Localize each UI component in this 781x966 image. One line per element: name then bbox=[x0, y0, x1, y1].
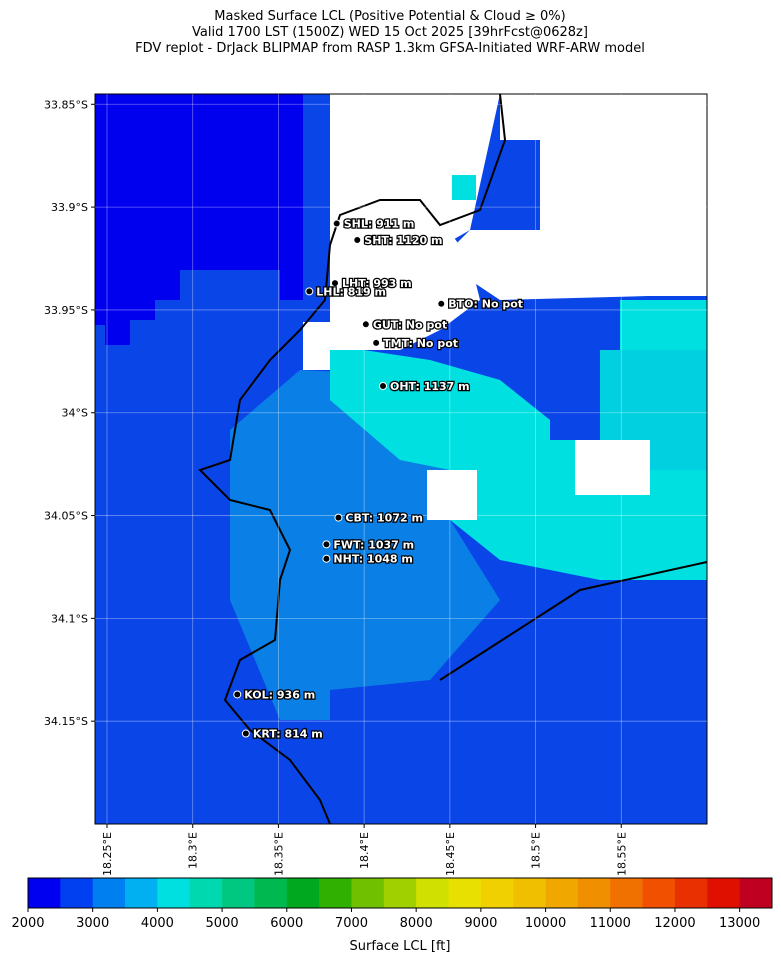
colorbar-segment bbox=[351, 878, 385, 908]
colorbar-tick-label: 7000 bbox=[335, 916, 368, 931]
colorbar-tick-label: 3000 bbox=[76, 916, 109, 931]
station-label: TMT: No pot bbox=[383, 337, 458, 350]
colorbar-segment bbox=[60, 878, 94, 908]
colorbar-segment bbox=[674, 878, 708, 908]
y-tick-label: 34.1°S bbox=[51, 612, 88, 625]
station bbox=[379, 382, 387, 390]
colorbar-segment bbox=[189, 878, 223, 908]
colorbar-tick-label: 9000 bbox=[464, 916, 497, 931]
colorbar-segment bbox=[28, 878, 61, 908]
colorbar-tick-label: 12000 bbox=[654, 916, 695, 931]
colorbar-tick-label: 2000 bbox=[11, 916, 44, 931]
colorbar-segment bbox=[513, 878, 547, 908]
colorbar-segment bbox=[286, 878, 320, 908]
colorbar-segment bbox=[448, 878, 482, 908]
station-label: LHT: 993 m bbox=[342, 277, 412, 290]
colorbar-tick-label: 6000 bbox=[270, 916, 303, 931]
x-tick-label: 18.35°E bbox=[272, 832, 285, 876]
colorbar-frame bbox=[27, 877, 773, 909]
colorbar-tick-label: 4000 bbox=[141, 916, 174, 931]
x-tick-label: 18.45°E bbox=[444, 832, 457, 876]
station bbox=[241, 729, 250, 738]
station-label: GUT: No pot bbox=[373, 318, 447, 331]
colorbar-segment bbox=[319, 878, 352, 908]
colorbar-tick-label: 13000 bbox=[719, 916, 760, 931]
colorbar-segment bbox=[545, 878, 579, 908]
x-tick-label: 18.5°E bbox=[530, 832, 543, 869]
station-label: KOL: 936 m bbox=[244, 688, 315, 701]
station-label: SHL: 911 m bbox=[344, 218, 415, 231]
station-label: NHT: 1048 m bbox=[333, 553, 412, 566]
colorbar-tick-label: 11000 bbox=[590, 916, 631, 931]
station-label: CBT: 1072 m bbox=[345, 512, 423, 525]
title-line: FDV replot - DrJack BLIPMAP from RASP 1.… bbox=[135, 41, 645, 56]
station bbox=[353, 236, 362, 244]
map-field bbox=[95, 94, 707, 824]
y-tick-label: 34.05°S bbox=[44, 510, 88, 523]
title-line: Masked Surface LCL (Positive Potential &… bbox=[214, 9, 565, 24]
station bbox=[233, 690, 242, 699]
colorbar-segment bbox=[222, 878, 255, 908]
y-tick-label: 33.9°S bbox=[51, 201, 88, 214]
colorbar-segment bbox=[125, 878, 158, 908]
station-label: LHL: 819 m bbox=[316, 285, 386, 298]
station bbox=[372, 338, 381, 347]
colorbar-tick-label: 8000 bbox=[400, 916, 433, 931]
colorbar-segment bbox=[739, 878, 773, 908]
x-tick-label: 18.25°E bbox=[101, 832, 114, 876]
station bbox=[305, 287, 314, 296]
station bbox=[322, 540, 331, 549]
colorbar-segment bbox=[610, 878, 644, 908]
station bbox=[361, 320, 370, 329]
station bbox=[322, 554, 331, 563]
colorbar-segment bbox=[577, 878, 611, 908]
colorbar-tick-label: 5000 bbox=[206, 916, 239, 931]
station bbox=[332, 219, 341, 228]
y-tick-label: 34.15°S bbox=[44, 715, 88, 728]
y-tick-label: 34°S bbox=[62, 407, 88, 420]
colorbar-segment bbox=[416, 878, 450, 908]
colorbar-segment bbox=[480, 878, 514, 908]
station-label: OHT: 1137 m bbox=[390, 380, 470, 393]
colorbar-tick-label: 10000 bbox=[525, 916, 566, 931]
station bbox=[331, 279, 339, 288]
map-frame bbox=[94, 93, 708, 825]
y-tick-label: 33.95°S bbox=[44, 304, 88, 317]
colorbar-segment bbox=[157, 878, 191, 908]
colorbar-segment bbox=[92, 878, 126, 908]
colorbar-segment bbox=[383, 878, 417, 908]
x-tick-label: 18.3°E bbox=[187, 832, 200, 869]
station-label: BTO: No pot bbox=[448, 298, 523, 311]
station bbox=[437, 299, 446, 308]
y-tick-label: 33.85°S bbox=[44, 98, 88, 111]
x-tick-label: 18.55°E bbox=[615, 832, 628, 876]
station-label: SHT: 1120 m bbox=[364, 234, 442, 247]
colorbar-label: Surface LCL [ft] bbox=[350, 939, 451, 954]
x-tick-label: 18.4°E bbox=[358, 832, 371, 869]
colorbar-segment bbox=[642, 878, 676, 908]
colorbar-segment bbox=[254, 878, 288, 908]
colorbar-segment bbox=[707, 878, 741, 908]
station bbox=[334, 513, 343, 522]
station-label: FWT: 1037 m bbox=[333, 538, 414, 551]
station-label: KRT: 814 m bbox=[253, 728, 323, 741]
title-line: Valid 1700 LST (1500Z) WED 15 Oct 2025 [… bbox=[192, 25, 588, 40]
